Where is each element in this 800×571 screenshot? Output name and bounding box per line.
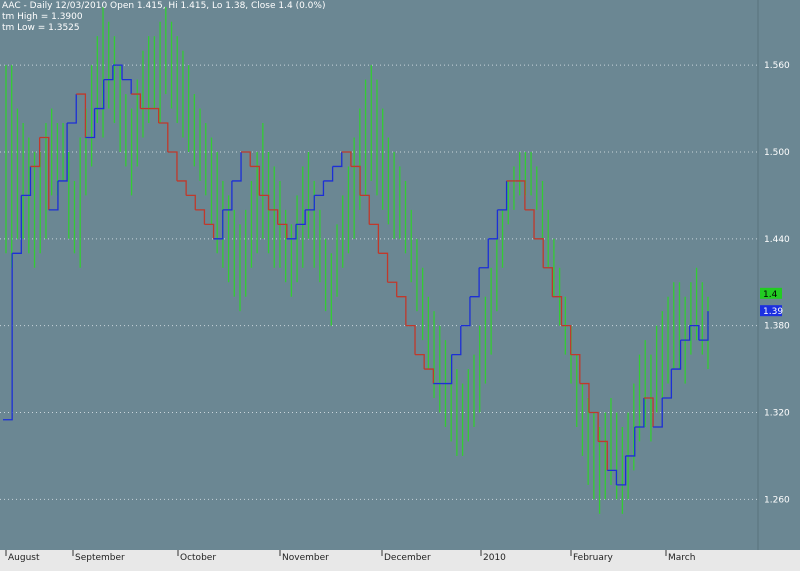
trail-segment	[268, 209, 279, 225]
trail-segment	[323, 166, 334, 182]
trail-segment	[653, 398, 663, 428]
trail-segment	[689, 325, 700, 341]
trail-segment	[616, 455, 627, 486]
trail-segment	[515, 180, 526, 210]
trail-segment	[405, 325, 416, 355]
x-tick-label: December	[384, 553, 431, 563]
trail-segment	[415, 353, 425, 370]
trail-segment	[360, 194, 370, 225]
trail-segment	[643, 397, 654, 427]
trail-segment	[662, 369, 673, 399]
trail-segment	[277, 223, 288, 239]
trail-segment	[241, 151, 251, 167]
x-tick-label: November	[282, 553, 329, 563]
trail-segment	[598, 440, 608, 471]
y-tick-label: 1.560	[764, 61, 790, 71]
trail-segment	[607, 469, 618, 485]
trail-segment	[460, 296, 471, 327]
trail-segment	[341, 151, 352, 167]
trail-segment	[396, 296, 407, 326]
trail-segment	[579, 382, 590, 413]
trail-segment	[378, 252, 389, 283]
trail-segment	[259, 194, 270, 210]
trail-segment	[442, 354, 453, 385]
trail-segment	[295, 209, 306, 225]
trail-segment	[671, 340, 682, 370]
trail-segment	[305, 195, 315, 211]
trail-segment	[149, 107, 160, 124]
trail-segment	[332, 151, 343, 168]
trail-segment	[213, 209, 224, 240]
price-tag-label: 1.39	[763, 307, 783, 317]
trail-segment	[497, 180, 508, 211]
x-tick-label: February	[573, 553, 614, 563]
trail-segment	[387, 281, 398, 297]
y-tick-label: 1.320	[764, 409, 790, 419]
trail-segment	[286, 224, 297, 240]
price-tag-box	[760, 287, 782, 299]
trail-segment	[552, 296, 563, 326]
x-axis-strip	[0, 550, 800, 571]
trail-segment	[250, 165, 261, 196]
trail-segment	[625, 426, 636, 457]
tm-high-label: tm High = 1.3900	[2, 12, 83, 22]
trail-segment	[12, 195, 22, 254]
trail-segment	[21, 166, 32, 197]
trail-segment	[698, 311, 709, 341]
trail-segment	[488, 209, 499, 240]
trail-segment	[131, 93, 141, 109]
trail-segment	[424, 368, 434, 384]
trail-segment	[39, 136, 50, 210]
y-tick-label: 1.380	[764, 322, 790, 332]
trail-segment	[231, 151, 242, 182]
trail-segment	[48, 180, 59, 211]
x-tick-label: September	[75, 553, 125, 563]
chart-title: AAC - Daily 12/03/2010 Open 1.415, Hi 1.…	[2, 1, 326, 11]
trail-segment	[634, 398, 645, 428]
trail-segment	[85, 108, 96, 139]
trail-segment	[570, 353, 581, 384]
trail-segment	[3, 253, 13, 421]
trail-segment	[588, 411, 599, 442]
trail-segment	[350, 165, 361, 196]
tm-low-label: tm Low = 1.3525	[2, 23, 80, 33]
trail-segment	[561, 325, 572, 355]
trail-segment	[314, 180, 325, 197]
y-tick-label: 1.260	[764, 495, 790, 505]
trail-segment	[103, 65, 114, 81]
trail-segment	[543, 267, 554, 297]
y-tick-label: 1.440	[764, 235, 790, 245]
x-tick-label: October	[180, 553, 216, 563]
trail-segment	[186, 194, 196, 210]
price-tag-box	[760, 305, 782, 317]
trail-segment	[158, 122, 169, 152]
trail-segment	[469, 267, 480, 298]
trail-segment	[94, 79, 105, 110]
trail-segment	[167, 151, 178, 181]
trail-segment	[680, 325, 691, 341]
trail-segment	[204, 223, 215, 239]
trail-segment	[451, 325, 462, 356]
trail-segment	[67, 94, 77, 124]
trail-segment	[122, 78, 132, 95]
x-tick-label: 2010	[483, 553, 506, 563]
trail-segment	[57, 123, 68, 182]
trail-segment	[112, 64, 123, 80]
price-tag-label: 1.4	[763, 290, 778, 300]
trail-segment	[524, 209, 535, 239]
trail-segment	[222, 180, 233, 211]
y-tick-label: 1.500	[764, 148, 790, 158]
x-tick-label: March	[668, 553, 695, 563]
trail-segment	[534, 238, 544, 268]
trail-segment	[176, 180, 187, 196]
trail-segment	[30, 137, 41, 168]
trail-segment	[369, 223, 380, 254]
trail-segment	[76, 93, 87, 138]
x-tick-label: August	[8, 553, 40, 563]
trail-segment	[479, 238, 489, 269]
trail-segment	[195, 209, 206, 225]
